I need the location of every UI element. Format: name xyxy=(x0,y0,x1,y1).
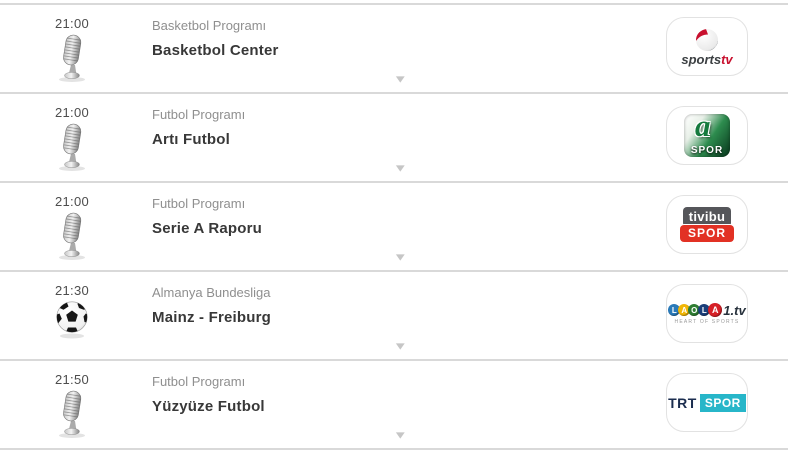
program-category: Futbol Programı xyxy=(152,374,246,389)
program-info: Futbol Programı Serie A Raporu xyxy=(152,183,788,237)
laola1-ball-a1: A xyxy=(678,304,691,316)
expand-arrow-icon[interactable]: ▼ xyxy=(392,251,408,264)
program-row: 21:30 Almanya Bundesliga xyxy=(0,272,788,361)
time-column: 21:00 xyxy=(32,16,112,88)
microphone-icon xyxy=(32,211,112,266)
laola1-logo: L A O L A 1.tv HEART OF SPORTS xyxy=(668,302,746,325)
program-category: Futbol Programı xyxy=(152,107,246,122)
sportstv-logo: sportstv xyxy=(681,28,733,67)
program-title: Basketbol Center xyxy=(152,42,279,59)
microphone-icon xyxy=(32,33,112,88)
program-title: Artı Futbol xyxy=(152,131,231,148)
tv-schedule-list: 21:00 xyxy=(0,3,788,450)
aspor-letter: a xyxy=(695,114,711,143)
soccer-ball-icon xyxy=(32,300,112,345)
microphone-icon xyxy=(32,389,112,444)
sportstv-accent: tv xyxy=(721,51,733,67)
program-info: Futbol Programı Artı Futbol xyxy=(152,94,788,148)
trt-spor-logo: TRT SPOR xyxy=(668,393,746,412)
trt-label: SPOR xyxy=(699,393,746,412)
laola1-tagline: HEART OF SPORTS xyxy=(674,318,740,325)
program-info: Almanya Bundesliga Mainz - Freiburg xyxy=(152,272,788,326)
program-title: Yüzyüze Futbol xyxy=(152,398,265,415)
laola1-ball-o: O xyxy=(688,304,701,316)
aspor-label: SPOR xyxy=(690,145,724,156)
time-column: 21:30 xyxy=(32,283,112,345)
program-title: Serie A Raporu xyxy=(152,220,263,237)
laola1-ball-l2: L xyxy=(698,304,711,316)
program-time: 21:00 xyxy=(54,105,90,120)
program-category: Almanya Bundesliga xyxy=(152,285,271,300)
program-info: Futbol Programı Yüzyüze Futbol xyxy=(152,361,788,415)
channel-logo-tivibu-spor[interactable]: tivibu SPOR xyxy=(666,195,748,254)
expand-arrow-icon[interactable]: ▼ xyxy=(392,162,408,175)
aspor-logo: a SPOR xyxy=(684,114,730,157)
expand-arrow-icon[interactable]: ▼ xyxy=(392,340,408,353)
channel-logo-trt-spor[interactable]: TRT SPOR xyxy=(666,373,748,432)
laola1-ball-l1: L xyxy=(668,304,681,316)
sportstv-word: sports xyxy=(681,51,722,67)
laola1-suffix: 1.tv xyxy=(723,302,746,318)
program-row: 21:00 xyxy=(0,5,788,94)
channel-logo-sportstv[interactable]: sportstv xyxy=(666,17,748,76)
laola1-ball-a2: A xyxy=(708,303,723,317)
microphone-icon xyxy=(32,122,112,177)
program-category: Basketbol Programı xyxy=(152,18,267,33)
channel-logo-laola1[interactable]: L A O L A 1.tv HEART OF SPORTS xyxy=(666,284,748,343)
expand-arrow-icon[interactable]: ▼ xyxy=(392,429,408,442)
program-time: 21:30 xyxy=(54,283,90,298)
time-column: 21:00 xyxy=(32,105,112,177)
program-time: 21:00 xyxy=(54,194,90,209)
trt-name: TRT xyxy=(668,394,697,411)
program-row: 21:50 xyxy=(0,361,788,450)
program-info: Basketbol Programı Basketbol Center xyxy=(152,5,788,59)
program-row: 21:00 xyxy=(0,94,788,183)
program-time: 21:00 xyxy=(54,16,90,31)
tivibu-spor-logo: tivibu SPOR xyxy=(679,207,734,242)
program-row: 21:00 xyxy=(0,183,788,272)
time-column: 21:50 xyxy=(32,372,112,444)
tivibu-label: SPOR xyxy=(679,225,734,242)
time-column: 21:00 xyxy=(32,194,112,266)
sportstv-sphere-icon xyxy=(695,28,718,51)
expand-arrow-icon[interactable]: ▼ xyxy=(392,73,408,86)
program-title: Mainz - Freiburg xyxy=(152,309,272,326)
program-category: Futbol Programı xyxy=(152,196,246,211)
tivibu-name: tivibu xyxy=(682,207,732,227)
channel-logo-aspor[interactable]: a SPOR xyxy=(666,106,748,165)
program-time: 21:50 xyxy=(54,372,90,387)
